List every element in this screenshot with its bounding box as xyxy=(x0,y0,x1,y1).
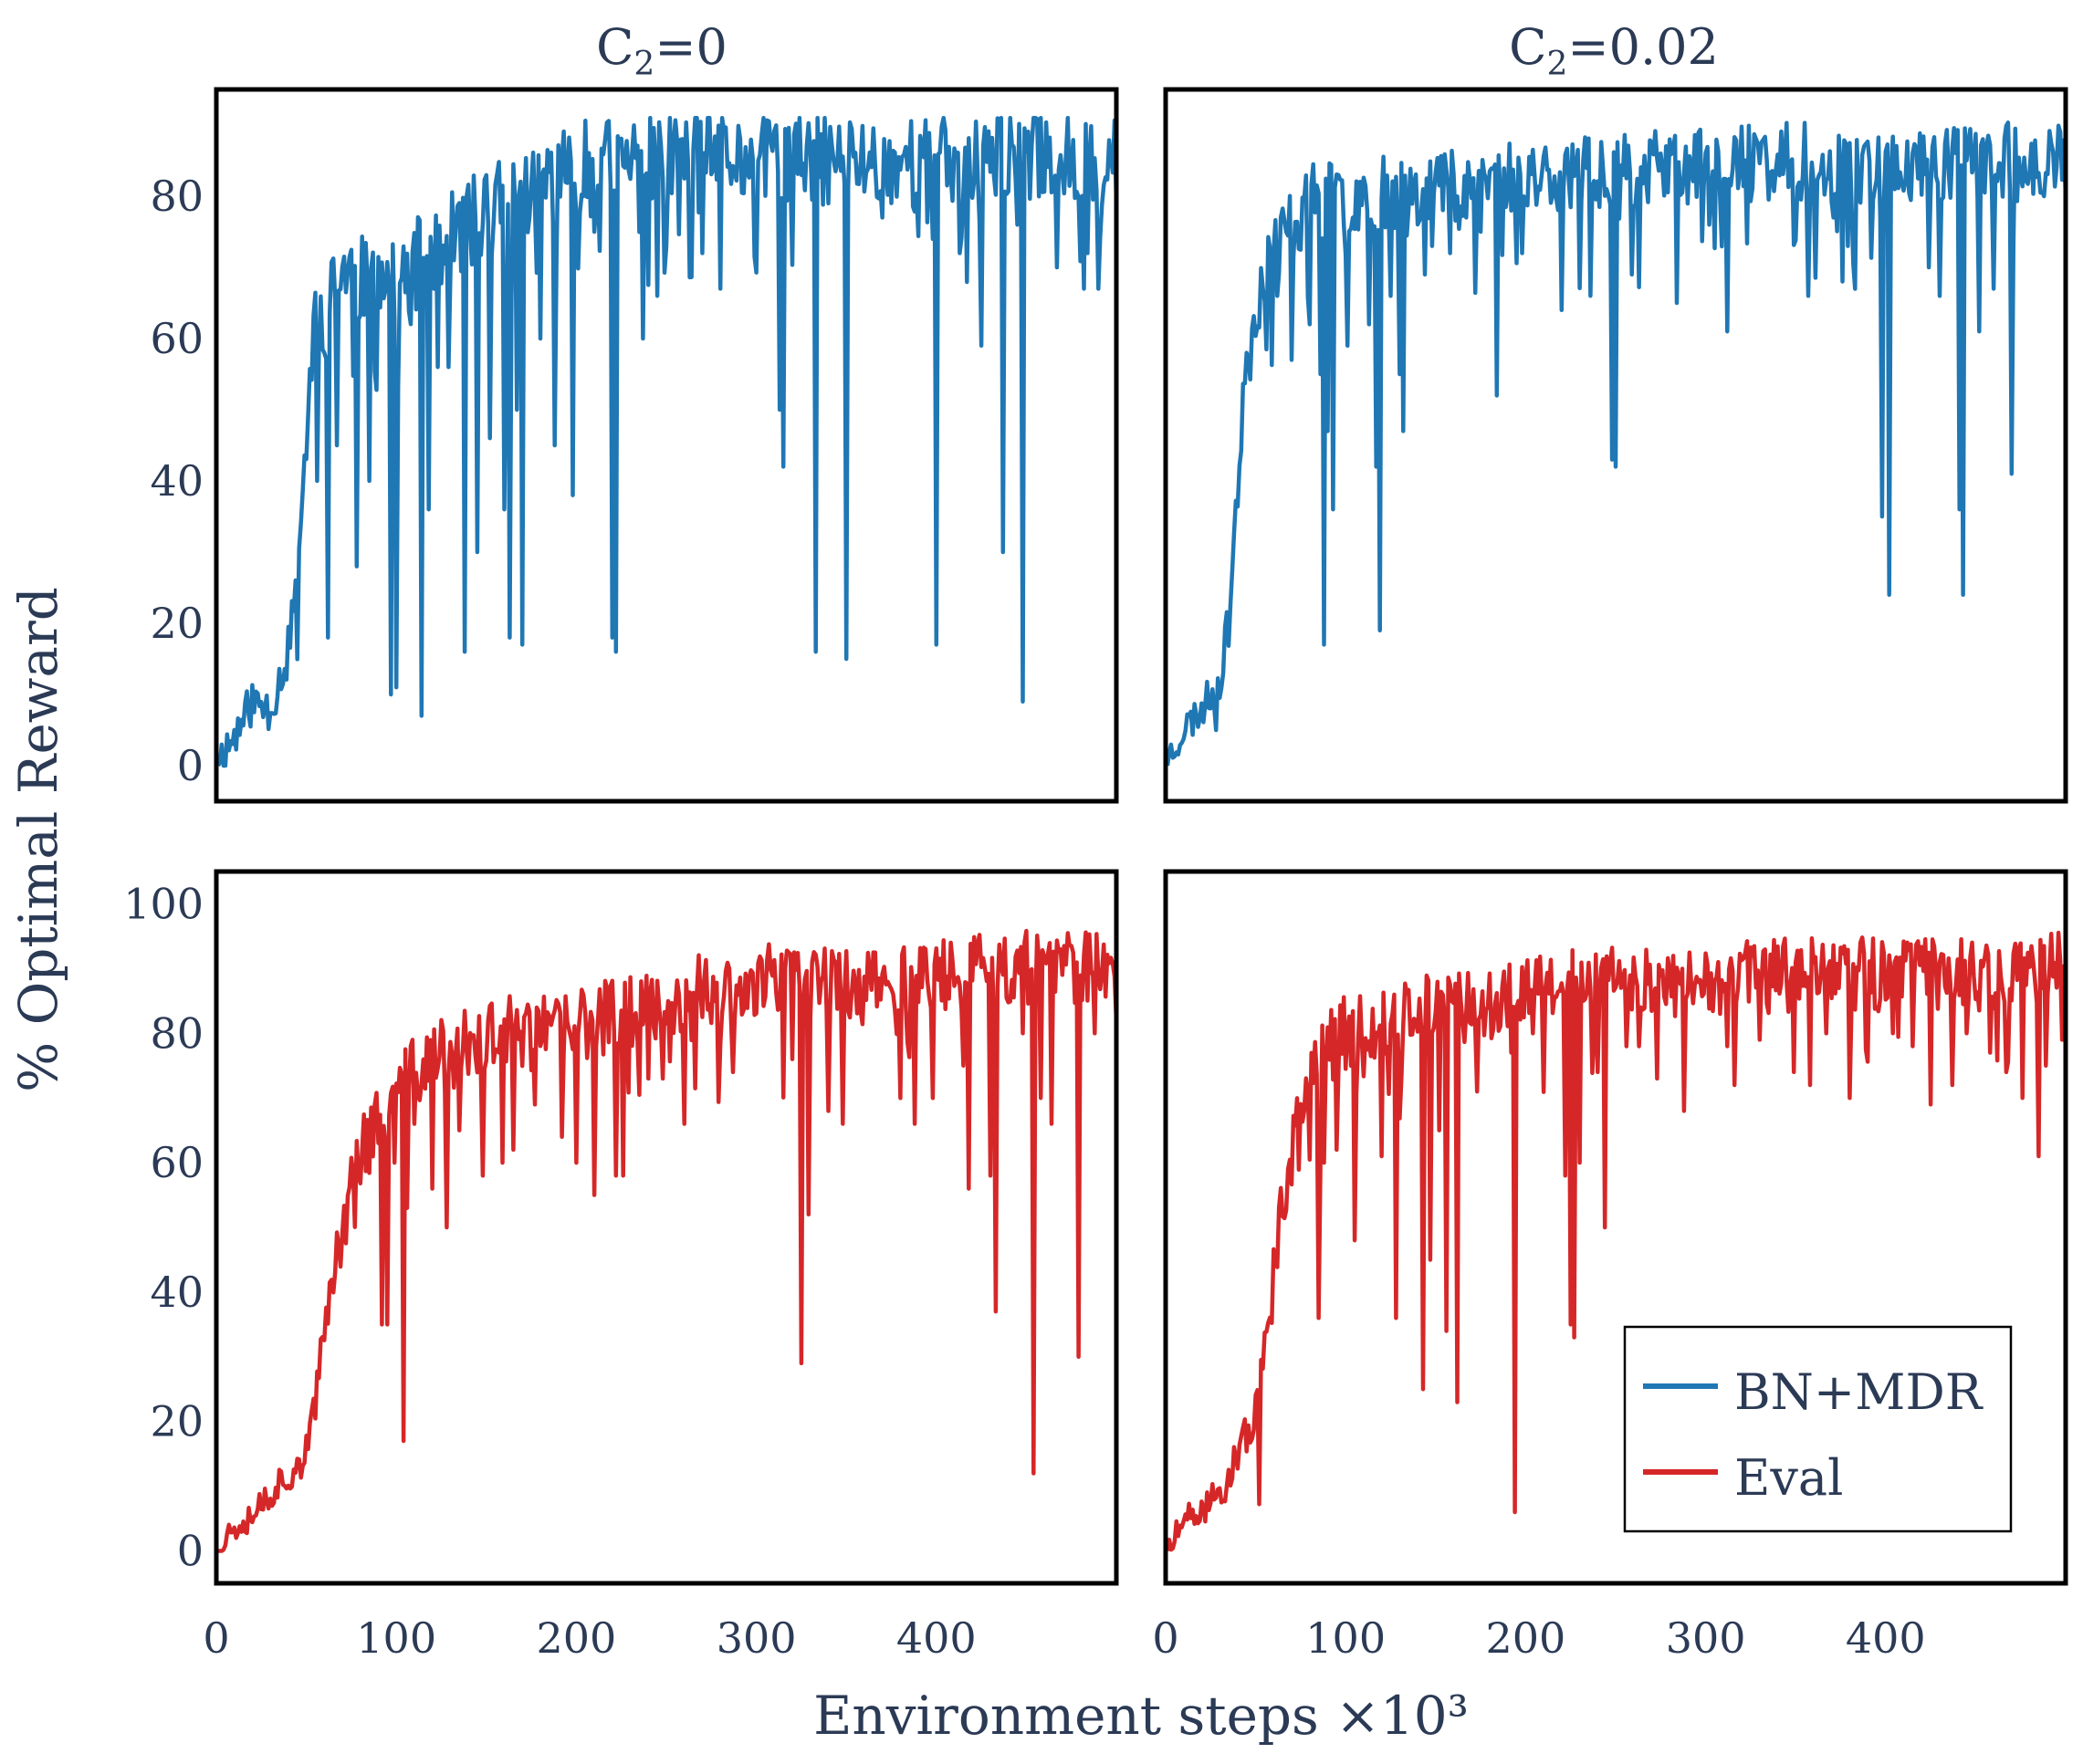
panel-bottom-left xyxy=(214,869,1119,1586)
series-line-top-left xyxy=(216,115,1116,768)
y-tick-label: 60 xyxy=(150,314,204,363)
x-tick-label: 100 xyxy=(1305,1613,1386,1663)
y-tick-label: 0 xyxy=(177,741,204,790)
x-tick-label: 200 xyxy=(1485,1613,1565,1663)
panel-frame xyxy=(1163,87,2068,804)
x-tick-label: 400 xyxy=(1846,1613,1926,1663)
x-axis-title: Environment steps ×10³ xyxy=(813,1685,1469,1747)
x-tick-label: 300 xyxy=(717,1613,797,1663)
x-tick-label: 100 xyxy=(356,1613,436,1663)
y-tick-label: 20 xyxy=(150,599,204,648)
y-tick-label: 0 xyxy=(177,1527,204,1576)
series-path-bn-mdr xyxy=(216,115,1116,768)
series-line-top-right xyxy=(1166,120,2066,767)
x-tick-label: 0 xyxy=(1152,1613,1178,1663)
series-path-eval xyxy=(217,928,1116,1553)
y-tick-label: 80 xyxy=(150,1008,204,1058)
series-path-eval xyxy=(1166,930,2066,1552)
y-tick-label: 40 xyxy=(150,1268,204,1317)
legend-box xyxy=(1623,1325,2013,1533)
x-tick-label: 400 xyxy=(896,1613,977,1663)
y-axis-title: % Optimal Reward xyxy=(7,587,69,1092)
y-tick-label: 60 xyxy=(150,1138,204,1187)
panel-top-right xyxy=(1163,87,2068,804)
y-tick-label: 40 xyxy=(150,456,204,506)
series-line-bottom-right xyxy=(1166,930,2066,1552)
legend-label-eval: Eval xyxy=(1734,1449,1843,1507)
panel-frame xyxy=(214,869,1119,1586)
panel-frame xyxy=(1163,869,2068,1586)
series-line-bottom-left xyxy=(217,928,1116,1553)
series-path-bn-mdr xyxy=(1166,120,2066,767)
x-tick-label: 200 xyxy=(536,1613,616,1663)
panel-frame xyxy=(214,87,1119,804)
x-tick-label: 300 xyxy=(1666,1613,1746,1663)
column-title-2: C2=0.02 xyxy=(1509,18,1719,83)
y-tick-label: 80 xyxy=(150,172,204,221)
x-tick-label: 0 xyxy=(203,1613,229,1663)
y-tick-label: 100 xyxy=(123,879,204,928)
column-title-1: C2=0 xyxy=(596,18,727,83)
panel-bottom-right xyxy=(1163,869,2068,1586)
legend-label-bn-mdr: BN+MDR xyxy=(1734,1363,1984,1421)
y-tick-label: 20 xyxy=(150,1397,204,1446)
legend: BN+MDR Eval xyxy=(1623,1325,2013,1533)
tick-labels: 0 20 40 60 80 0 20 40 60 80 100 0 100 200 300 400 0 100 20… xyxy=(123,172,1926,1663)
panel-top-left xyxy=(214,87,1119,804)
